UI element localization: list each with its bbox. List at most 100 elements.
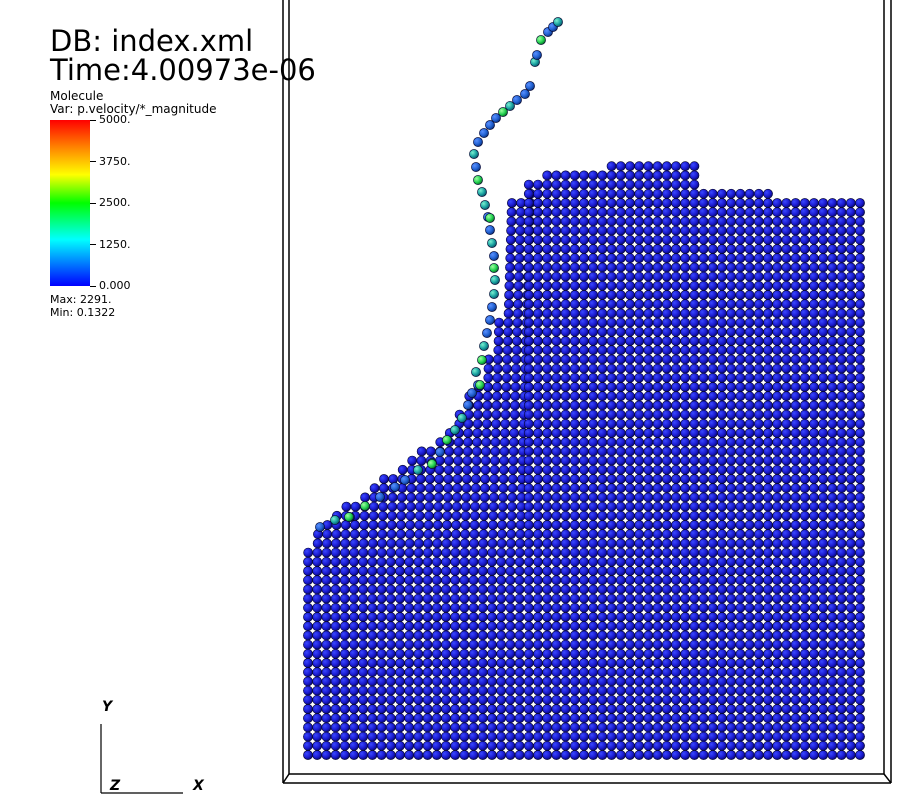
particle — [523, 731, 534, 742]
particle — [818, 731, 829, 742]
particle — [487, 639, 497, 650]
particle — [542, 317, 553, 328]
particle — [735, 428, 746, 438]
particle — [671, 492, 681, 503]
particle — [533, 382, 543, 392]
particle — [551, 372, 562, 383]
particle — [744, 621, 755, 632]
particle — [634, 658, 645, 668]
particle — [569, 170, 580, 181]
particle — [625, 538, 635, 549]
particle — [652, 510, 663, 521]
particle — [615, 584, 626, 595]
particle — [855, 713, 865, 724]
particle-field — [303, 17, 865, 760]
particle — [497, 501, 508, 512]
particle — [606, 713, 617, 724]
particle — [799, 464, 810, 475]
particle — [845, 372, 856, 383]
particle — [855, 648, 865, 659]
particle — [588, 400, 599, 411]
particle — [505, 648, 516, 659]
particle — [781, 280, 792, 291]
particle — [560, 722, 571, 733]
particle — [615, 639, 626, 650]
particle — [479, 492, 490, 503]
particle — [726, 225, 737, 236]
particle — [753, 455, 764, 466]
particle — [542, 354, 553, 365]
particle — [606, 676, 617, 687]
particle — [523, 685, 534, 696]
particle — [450, 547, 461, 558]
particle — [425, 446, 436, 457]
particle — [707, 612, 718, 622]
particle — [671, 372, 681, 383]
particle — [717, 474, 727, 484]
particle — [533, 593, 543, 604]
particle — [434, 474, 445, 484]
particle — [606, 363, 617, 374]
particle — [717, 455, 727, 466]
particle — [671, 418, 681, 429]
particle — [689, 234, 700, 245]
particle — [367, 630, 378, 641]
particle — [818, 418, 829, 429]
particle — [480, 455, 491, 466]
particle — [717, 216, 727, 227]
particle — [560, 354, 571, 365]
particle — [514, 547, 525, 558]
particle — [441, 648, 451, 659]
particle — [533, 722, 543, 733]
particle — [643, 225, 654, 236]
particle — [809, 290, 819, 300]
particle — [542, 290, 553, 300]
particle — [450, 612, 461, 622]
particle — [689, 612, 700, 622]
particle — [606, 308, 617, 319]
particle — [542, 713, 553, 724]
particle — [542, 262, 553, 273]
particle — [358, 676, 369, 687]
particle — [404, 722, 415, 733]
particle — [451, 510, 462, 521]
particle — [413, 612, 424, 622]
particle — [431, 575, 442, 586]
particle — [422, 694, 433, 705]
particle — [459, 602, 470, 613]
particle — [459, 612, 470, 622]
particle — [441, 722, 451, 733]
particle — [744, 630, 755, 641]
particle — [606, 731, 617, 742]
particle — [698, 529, 709, 540]
particle — [488, 492, 499, 503]
particle — [542, 639, 553, 650]
particle — [652, 566, 663, 576]
particle — [735, 621, 746, 632]
particle — [514, 262, 525, 273]
particle — [717, 418, 727, 429]
particle — [799, 280, 810, 291]
particle — [487, 529, 498, 540]
particle — [312, 575, 323, 586]
particle — [680, 556, 691, 567]
particle — [717, 363, 727, 374]
particle — [671, 290, 681, 300]
particle — [459, 556, 470, 567]
particle — [431, 593, 442, 604]
particle — [385, 575, 396, 586]
particle — [597, 722, 608, 733]
particle — [551, 658, 562, 668]
particle — [523, 418, 534, 429]
particle — [542, 612, 553, 622]
particle — [790, 621, 801, 632]
particle — [330, 621, 341, 632]
particle — [772, 639, 783, 650]
particle — [744, 566, 755, 576]
particle — [496, 547, 507, 558]
particle — [698, 740, 709, 751]
particle — [569, 216, 580, 227]
particle — [726, 299, 737, 310]
particle — [597, 713, 608, 724]
particle — [772, 363, 783, 374]
